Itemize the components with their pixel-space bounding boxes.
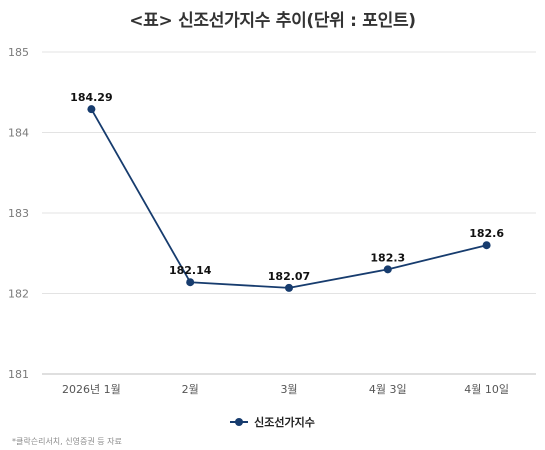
data-label: 182.07 (268, 270, 310, 283)
data-label: 182.6 (469, 227, 504, 240)
x-axis-ticks: 2026년 1월 2월 3월 4월 3일 4월 10일 (62, 382, 509, 396)
series-line-path (90, 108, 487, 289)
y-tick-label: 184 (8, 127, 29, 140)
data-point (383, 265, 392, 274)
y-axis-ticks: 181 182 183 184 185 (8, 46, 29, 381)
legend-marker-icon (230, 417, 249, 427)
data-label: 182.14 (169, 264, 212, 277)
x-tick-label: 3월 (280, 383, 297, 396)
data-label: 182.3 (370, 251, 405, 264)
data-label: 184.29 (70, 91, 112, 104)
data-point (186, 278, 195, 287)
data-labels: 184.29 182.14 182.07 182.3 182.6 (70, 91, 504, 283)
x-tick-label: 4월 10일 (464, 382, 509, 396)
x-tick-label: 2월 (182, 383, 199, 396)
data-point (285, 283, 293, 292)
data-point (482, 241, 491, 250)
source-note: *클락슨리서치, 신영증권 등 자료 (12, 437, 122, 446)
chart-title: <표> 신조선가지수 추이(단위 : 포인트) (129, 11, 416, 31)
y-tick-label: 181 (8, 368, 29, 381)
x-tick-label: 4월 3일 (369, 382, 407, 396)
x-tick-label: 2026년 1월 (62, 383, 121, 396)
y-tick-label: 185 (8, 46, 29, 59)
legend-dot (235, 418, 244, 426)
series-line (87, 105, 491, 292)
y-tick-label: 183 (8, 207, 29, 220)
legend: 신조선가지수 (0, 414, 545, 430)
legend-label: 신조선가지수 (254, 416, 315, 429)
y-tick-label: 182 (8, 288, 29, 301)
data-point (87, 105, 96, 114)
grid-lines (42, 51, 536, 375)
